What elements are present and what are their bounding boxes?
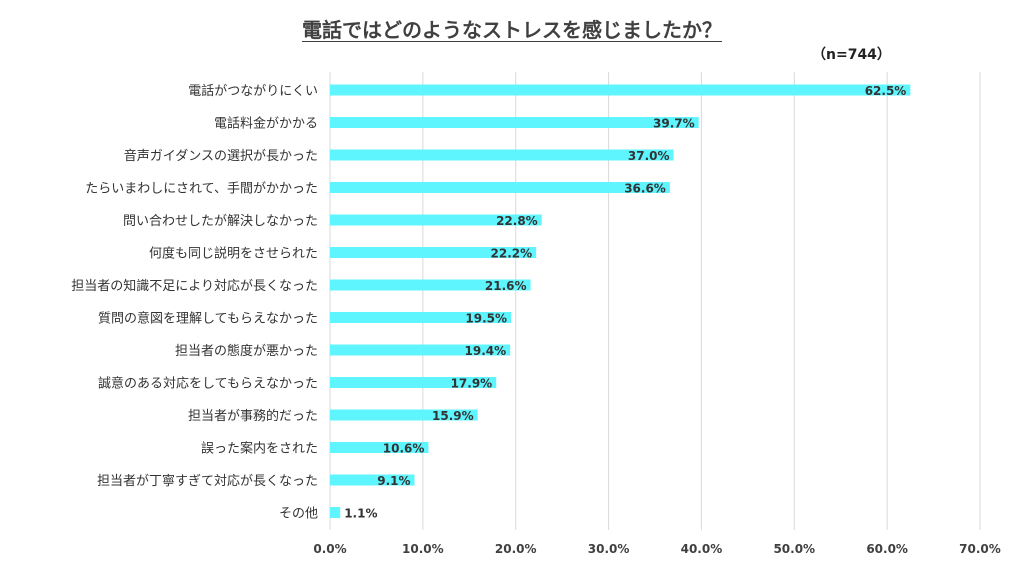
bar [330,344,511,356]
category-label: 音声ガイダンスの選択が長かった [124,148,318,164]
category-label: 担当者の態度が悪かった [175,343,318,359]
category-label: その他 [279,507,318,522]
bar [330,409,478,421]
x-tick-label: 50.0% [773,542,815,556]
chart-title: 電話ではどのようなストレスを感じましたか？ [302,18,722,42]
chart-title-wrap: 電話ではどのようなストレスを感じましたか？ [0,14,1024,43]
data-label: 10.6% [383,442,425,456]
bar [330,474,415,486]
x-tick-label: 30.0% [588,542,630,556]
data-label: 62.5% [865,84,907,98]
bar [330,117,699,128]
bar [330,247,537,258]
data-label: 39.7% [653,117,695,131]
category-label: 担当者が丁寧すぎて対応が長くなった [97,473,318,489]
bar [330,377,497,388]
category-label: 問い合わせしたが解決しなかった [123,214,318,229]
bar [330,149,674,161]
x-tick-label: 40.0% [681,542,723,556]
category-label: 担当者の知識不足により対応が長くなった [71,278,318,294]
x-tick-label: 0.0% [313,542,346,556]
bar [330,214,542,226]
bar [330,182,670,193]
data-label: 17.9% [451,377,493,391]
x-tick-label: 20.0% [495,542,537,556]
data-label: 9.1% [377,474,410,488]
category-label: 質問の意図を理解してもらえなかった [98,311,318,327]
data-label: 19.4% [465,344,507,358]
bar [330,312,512,323]
x-tick-label: 10.0% [402,542,444,556]
bar [330,279,531,291]
data-label: 22.2% [491,247,533,261]
category-label: 誤った案内をされた [201,441,318,457]
category-label: 電話がつながりにくい [188,83,318,99]
bar [330,442,429,453]
category-label: たらいまわしにされて、手間がかかった [85,182,318,197]
category-label: 誠意のある対応をしてもらえなかった [98,376,318,392]
category-label: 電話料金がかかる [214,116,318,132]
data-label: 22.8% [496,214,538,228]
data-label: 1.1% [344,507,377,521]
data-label: 21.6% [485,279,527,293]
bar [330,507,341,518]
category-label: 何度も同じ説明をさせられた [149,246,318,262]
x-tick-label: 60.0% [866,542,908,556]
data-label: 36.6% [624,182,666,196]
data-label: 15.9% [432,409,474,423]
bar [330,84,911,96]
category-label: 担当者が事務的だった [188,408,318,424]
data-label: 37.0% [628,149,670,163]
sample-size-label: （n=744） [812,47,891,63]
x-tick-label: 70.0% [959,542,1001,556]
data-label: 19.5% [465,312,507,326]
